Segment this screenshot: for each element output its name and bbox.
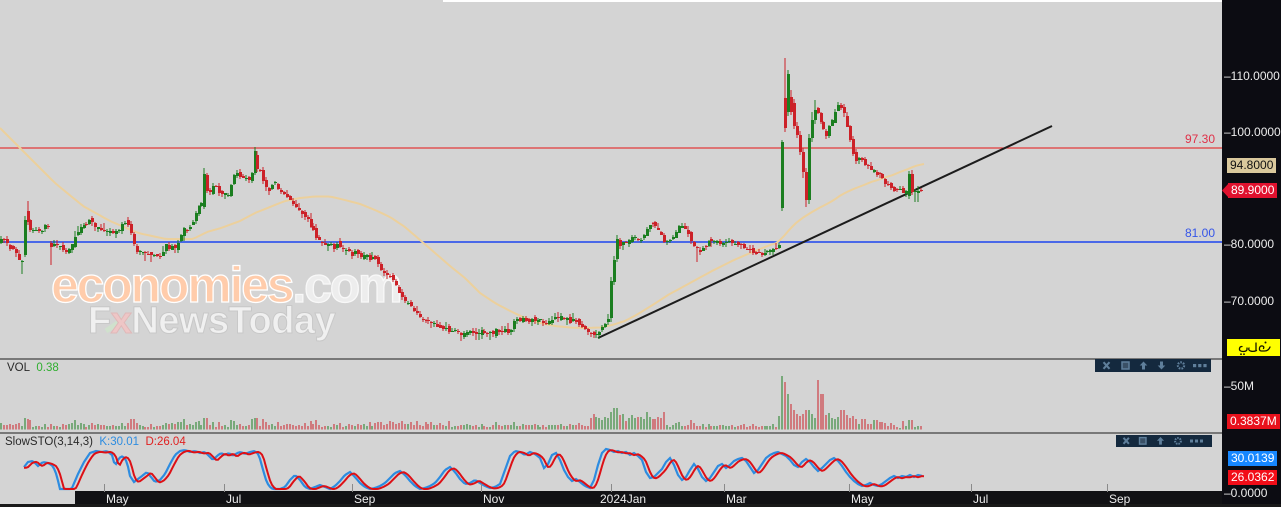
svg-text:economies.com: economies.com	[51, 257, 400, 313]
svg-text:FxNewsToday: FxNewsToday	[88, 300, 336, 342]
